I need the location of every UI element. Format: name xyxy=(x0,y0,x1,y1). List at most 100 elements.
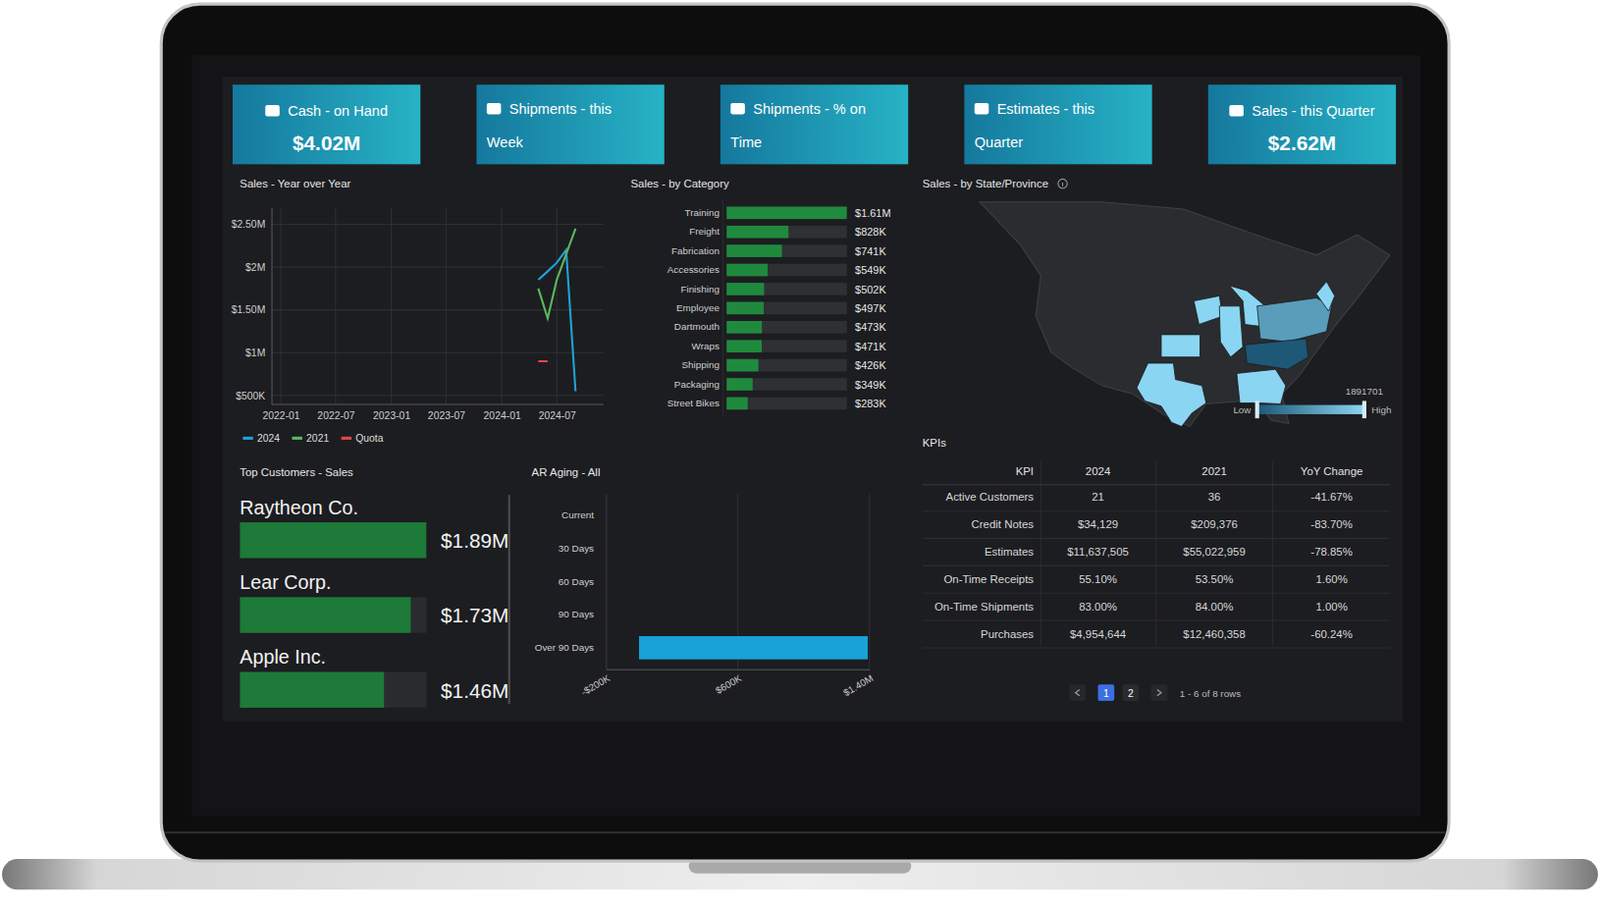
card-background xyxy=(720,84,908,164)
bar-track xyxy=(239,672,427,708)
category-label: Raytheon Co. xyxy=(239,496,359,519)
dashboard-screenshot: Cash - on Hand$4.02MShipments - thisWeek… xyxy=(0,0,1600,909)
data-label: $1.61M xyxy=(854,207,891,219)
grid-line xyxy=(501,207,503,405)
bar xyxy=(726,377,753,391)
card-title: Cash - on Hand xyxy=(287,103,388,119)
grid xyxy=(605,493,869,670)
tick: 30 Days xyxy=(558,542,607,554)
scrollbar xyxy=(508,494,511,704)
table-cell: -41.67% xyxy=(1310,490,1353,503)
tick: Employee xyxy=(676,302,723,314)
hinge-line xyxy=(164,831,1445,834)
bar xyxy=(638,570,640,594)
column-header: 2024 xyxy=(1085,465,1112,478)
tick-label: 60 Days xyxy=(558,576,594,587)
bar-track xyxy=(726,320,848,334)
grid-line xyxy=(605,493,607,670)
map-region xyxy=(1236,369,1286,404)
tick: $500K xyxy=(235,390,271,402)
bar xyxy=(726,302,764,316)
bar-track xyxy=(726,377,848,391)
grid-line xyxy=(868,493,870,670)
grid-line xyxy=(271,394,604,396)
series-line xyxy=(537,250,576,392)
next-page-button[interactable] xyxy=(1151,684,1169,701)
tick: 2022-07 xyxy=(317,404,355,423)
bar xyxy=(239,596,411,633)
panel-title: Sales - Year over Year xyxy=(239,177,351,190)
bar-track xyxy=(726,206,848,219)
card-icon xyxy=(486,103,502,114)
row-separator xyxy=(922,646,1390,648)
column-header: YoY Change xyxy=(1300,465,1364,478)
bar-tracks xyxy=(726,206,848,410)
tick: 90 Days xyxy=(558,608,607,620)
kpi-card: Shipments - this Week xyxy=(476,84,664,164)
data-label: $1.89M xyxy=(440,529,509,552)
map-region xyxy=(1136,363,1207,427)
tick-label: 2022-01 xyxy=(263,410,301,422)
bar xyxy=(638,503,640,528)
tick: 2023-01 xyxy=(373,404,411,423)
card-title-line: Week xyxy=(486,134,525,151)
bar xyxy=(639,636,868,660)
tick-label: 90 Days xyxy=(558,608,594,620)
table-cell: Estimates xyxy=(984,545,1034,558)
tick: Finishing xyxy=(680,283,723,295)
axis: TrainingFreightFabricationAccessoriesFin… xyxy=(667,200,724,417)
axis-line xyxy=(605,494,607,671)
plot-area xyxy=(639,636,868,660)
panel-title: KPIs xyxy=(922,436,947,449)
grid-line xyxy=(556,207,558,405)
table-cell: 1.00% xyxy=(1315,600,1347,613)
table-cell: 1.60% xyxy=(1315,573,1347,586)
card-title-line: Shipments - this xyxy=(509,101,612,117)
page-button[interactable] xyxy=(1098,684,1116,701)
tick: Dartmouth xyxy=(674,320,723,332)
map xyxy=(979,202,1390,427)
info-icon xyxy=(1058,178,1067,188)
tick: Accessories xyxy=(667,264,723,275)
table-cell: -83.70% xyxy=(1310,518,1353,531)
plot-area xyxy=(537,228,576,392)
data-label: $549K xyxy=(854,264,887,276)
tick-label: Wraps xyxy=(692,340,720,352)
bar xyxy=(726,397,748,411)
data-label: $349K xyxy=(854,378,887,391)
laptop-frame xyxy=(1,3,1599,890)
tick-label: Street Bikes xyxy=(667,397,720,409)
panel-title: Sales - by Category xyxy=(630,177,730,190)
legend: 20242021Quota xyxy=(242,432,383,444)
card-icon xyxy=(974,103,990,114)
bar xyxy=(726,320,762,334)
bar xyxy=(726,282,764,296)
table-cell: 55.10% xyxy=(1078,573,1118,586)
bar xyxy=(239,522,427,558)
bar xyxy=(638,536,640,561)
card-title: Shipments - this Week xyxy=(486,101,612,150)
table-cell: -60.24% xyxy=(1310,628,1353,640)
tick-label: 2024-07 xyxy=(538,410,577,422)
tick: Wraps xyxy=(692,340,723,352)
table-cell: $55,022,959 xyxy=(1182,545,1246,558)
grid-line xyxy=(271,352,604,354)
prev-page-icon xyxy=(1075,690,1080,696)
page-button[interactable] xyxy=(1121,684,1139,701)
laptop-lid xyxy=(160,3,1449,861)
screen xyxy=(191,54,1421,816)
table-cell: 84.00% xyxy=(1195,600,1234,613)
bar-track xyxy=(726,397,848,411)
kpi-card: Sales - this Quarter$2.62M xyxy=(1208,84,1396,164)
tick-label: Finishing xyxy=(680,283,719,295)
prev-page-button[interactable] xyxy=(1068,684,1086,701)
map-region xyxy=(1244,338,1308,370)
bar-track xyxy=(726,225,848,239)
row-separator xyxy=(922,592,1390,594)
tick: Training xyxy=(685,207,723,218)
bar-track xyxy=(726,244,848,258)
tick: -$200K xyxy=(579,669,612,698)
axis: Current30 Days60 Days90 DaysOver 90 Days xyxy=(534,494,607,671)
card-title: Estimates - thisQuarter xyxy=(974,101,1095,150)
table-cell: Credit Notes xyxy=(971,518,1035,531)
